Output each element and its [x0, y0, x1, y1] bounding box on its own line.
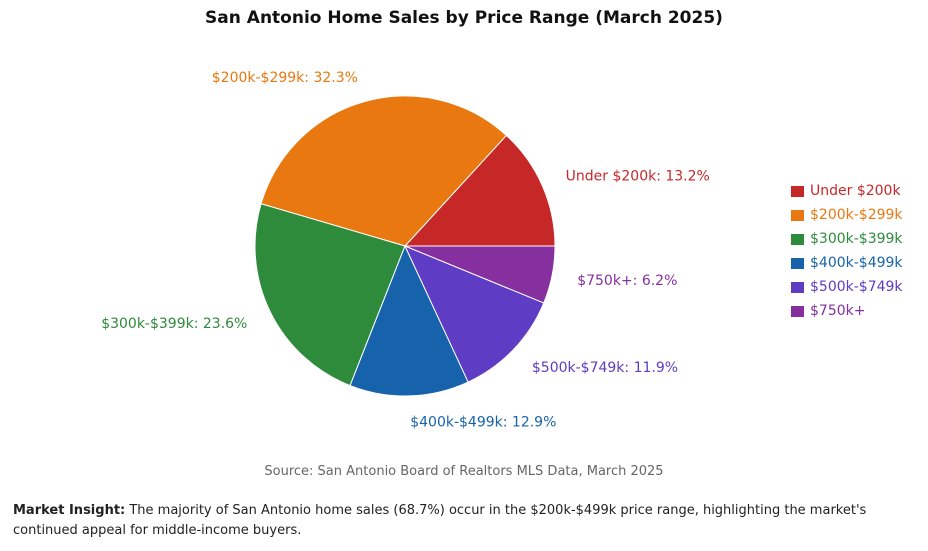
slice-label: $750k+: 6.2% — [577, 273, 677, 289]
legend-swatch — [791, 281, 804, 293]
slice-label: $300k-$399k: 23.6% — [101, 316, 247, 332]
pie-slice — [403, 134, 556, 247]
market-insight: Market Insight: The majority of San Anto… — [13, 501, 923, 541]
legend-item: $200k-$299k — [791, 203, 903, 227]
legend-swatch — [791, 305, 804, 317]
legend-label: Under $200k — [810, 183, 901, 199]
chart-source: Source: San Antonio Board of Realtors ML… — [264, 464, 664, 479]
slice-label: Under $200k: 13.2% — [566, 168, 710, 184]
legend-swatch — [791, 233, 804, 245]
legend-swatch — [791, 257, 804, 269]
legend-item: $750k+ — [791, 299, 903, 323]
legend-swatch — [791, 209, 804, 221]
pie-slice — [404, 245, 556, 304]
legend-label: $300k-$399k — [810, 231, 903, 247]
slice-label: $400k-$499k: 12.9% — [410, 414, 556, 430]
chart-title: San Antonio Home Sales by Price Range (M… — [205, 8, 723, 28]
legend-label: $500k-$749k — [810, 279, 903, 295]
insight-text: The majority of San Antonio home sales (… — [13, 503, 867, 538]
legend-label: $200k-$299k — [810, 207, 903, 223]
legend-item: $300k-$399k — [791, 227, 903, 251]
pie-slice — [349, 244, 469, 397]
legend-label: $400k-$499k — [810, 255, 903, 271]
insight-label: Market Insight: — [13, 503, 126, 518]
legend-item: $400k-$499k — [791, 251, 903, 275]
slice-label: $500k-$749k: 11.9% — [532, 360, 678, 376]
pie-slice — [260, 95, 508, 247]
legend-swatch — [791, 185, 804, 197]
legend-label: $750k+ — [810, 303, 866, 319]
pie-slice — [404, 245, 545, 383]
legend: Under $200k $200k-$299k $300k-$399k $400k-$… — [791, 179, 903, 323]
legend-item: $500k-$749k — [791, 275, 903, 299]
slice-label: $200k-$299k: 32.3% — [212, 70, 358, 86]
legend-item: Under $200k — [791, 179, 903, 203]
